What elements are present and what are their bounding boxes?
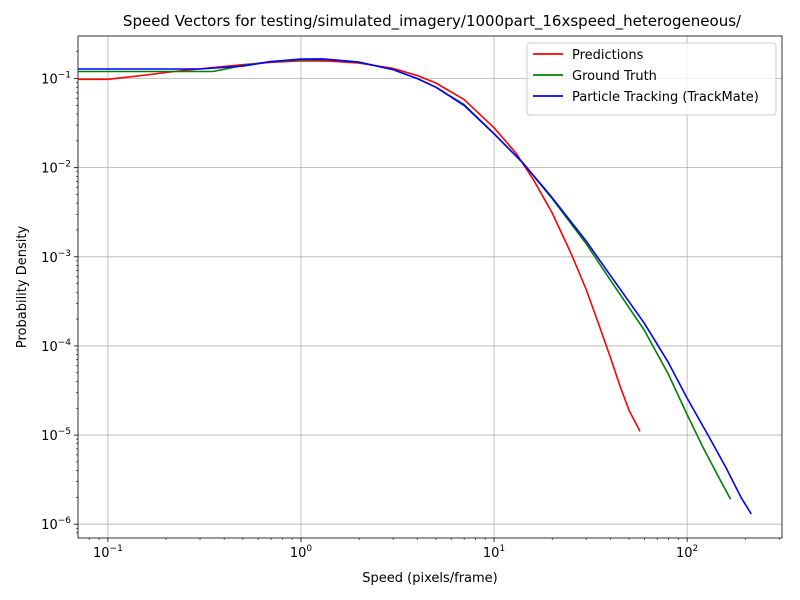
series-line-3 xyxy=(78,58,752,515)
x-axis-ticks: 10−1 100 101 102 xyxy=(88,538,780,561)
plot-area xyxy=(77,35,783,539)
y-axis-label: Probability Density xyxy=(15,226,30,349)
y-tick-label: 10−5 xyxy=(41,427,71,444)
x-tick-label: 10−1 xyxy=(93,544,123,561)
legend: Predictions Ground Truth Particle Tracking… xyxy=(526,42,777,116)
chart-title: Speed Vectors for testing/simulated_imag… xyxy=(123,12,742,31)
y-tick-label: 10−3 xyxy=(41,249,71,266)
y-axis-ticks: 10−6 10−5 10−4 10−3 10−2 10−1 xyxy=(41,51,78,533)
x-tick-label: 102 xyxy=(676,544,698,561)
legend-label-3: Particle Tracking (TrackMate) xyxy=(572,90,759,105)
x-tick-label: 101 xyxy=(483,544,505,561)
y-tick-label: 10−2 xyxy=(41,160,71,177)
y-tick-label: 10−1 xyxy=(41,71,71,88)
y-tick-label: 10−4 xyxy=(41,338,71,355)
series-lines xyxy=(78,58,752,515)
y-tick-label: 10−6 xyxy=(41,516,71,533)
legend-label-1: Predictions xyxy=(572,48,644,63)
legend-box xyxy=(526,42,777,116)
x-tick-label: 100 xyxy=(290,544,313,561)
x-axis-label: Speed (pixels/frame) xyxy=(362,571,498,586)
legend-label-2: Ground Truth xyxy=(572,69,657,84)
